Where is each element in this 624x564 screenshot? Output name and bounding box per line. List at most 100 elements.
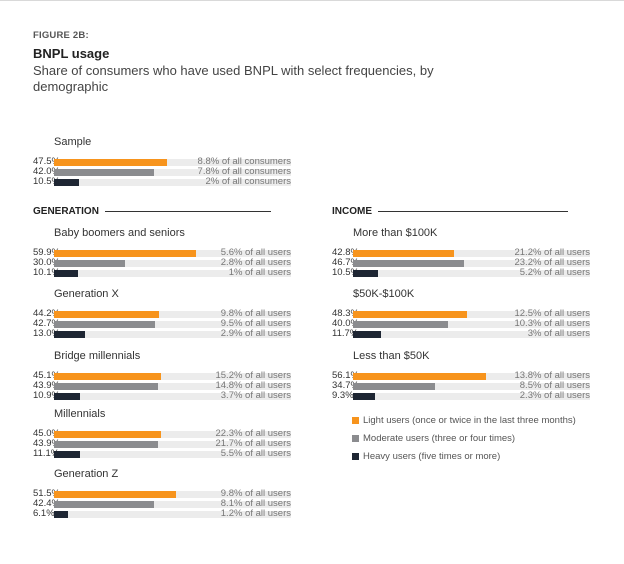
bar-track xyxy=(54,373,291,380)
bar-row-light: 51.5% 9.8% of all users xyxy=(33,489,305,499)
section-rule xyxy=(378,211,568,212)
share-note: 7.8% of all consumers xyxy=(197,166,291,177)
bar-heavy xyxy=(353,270,378,277)
bar-track xyxy=(54,311,291,318)
share-note: 23.2% of all users xyxy=(514,257,590,268)
bar-row-moderate: 46.7% 23.2% of all users xyxy=(332,258,604,268)
bar-track xyxy=(54,383,291,390)
share-note: 13.8% of all users xyxy=(514,370,590,381)
bar-row-heavy: 10.5% 2% of all consumers xyxy=(33,177,305,187)
bar-heavy xyxy=(54,179,79,186)
bar-row-heavy: 13.0% 2.9% of all users xyxy=(33,329,305,339)
group-title: Generation Z xyxy=(54,468,119,480)
legend-item-moderate: Moderate users (three or four times) xyxy=(352,430,576,446)
bar-track xyxy=(54,250,291,257)
share-note: 9.5% of all users xyxy=(220,318,291,329)
share-note: 8.8% of all consumers xyxy=(197,156,291,167)
bar-moderate xyxy=(54,441,159,448)
value-label: 9.3% xyxy=(332,390,354,401)
value-label: 6.1% xyxy=(33,508,55,519)
value-label: 40.0% xyxy=(332,318,359,329)
value-label: 42.8% xyxy=(332,247,359,258)
bar-group: Sample 47.5% 8.8% of all consumers 42.0% 7.8… xyxy=(33,136,305,194)
bar-track xyxy=(54,270,291,277)
share-note: 10.3% of all users xyxy=(514,318,590,329)
value-label: 45.0% xyxy=(33,428,60,439)
group-title: $50K-$100K xyxy=(353,288,415,300)
share-note: 8.5% of all users xyxy=(519,380,590,391)
value-label: 10.9% xyxy=(33,390,60,401)
share-note: 2.9% of all users xyxy=(220,328,291,339)
value-label: 46.7% xyxy=(332,257,359,268)
legend-item-heavy: Heavy users (five times or more) xyxy=(352,448,576,464)
bar-track xyxy=(54,321,291,328)
group-title: Bridge millennials xyxy=(54,350,141,362)
bar-moderate xyxy=(54,501,155,508)
bar-group: Generation Z 51.5% 9.8% of all users 42.4% 8… xyxy=(33,468,305,526)
bar-row-light: 56.1% 13.8% of all users xyxy=(332,371,604,381)
bar-row-light: 45.0% 22.3% of all users xyxy=(33,429,305,439)
value-label: 11.1% xyxy=(33,448,60,459)
share-note: 1.2% of all users xyxy=(220,508,291,519)
bar-row-heavy: 11.1% 5.5% of all users xyxy=(33,449,305,459)
bar-track xyxy=(54,331,291,338)
bar-heavy xyxy=(353,331,381,338)
bar-track xyxy=(54,169,291,176)
section-label-generation: GENERATION xyxy=(33,206,99,217)
bar-row-light: 59.9% 5.6% of all users xyxy=(33,248,305,258)
value-label: 10.5% xyxy=(33,176,60,187)
value-label: 42.7% xyxy=(33,318,60,329)
value-label: 47.5% xyxy=(33,156,60,167)
value-label: 44.2% xyxy=(33,308,60,319)
share-note: 2% of all consumers xyxy=(205,176,291,187)
bar-track xyxy=(54,431,291,438)
section-header-income: INCOME xyxy=(332,206,568,217)
bar-group: Less than $50K 56.1% 13.8% of all users 34.… xyxy=(332,350,604,408)
group-title: Millennials xyxy=(54,408,106,420)
bar-light xyxy=(353,250,455,257)
bar-track xyxy=(353,321,590,328)
share-note: 9.8% of all users xyxy=(220,488,291,499)
chart-subtitle: Share of consumers who have used BNPL wi… xyxy=(33,63,434,94)
bar-moderate xyxy=(353,260,464,267)
bar-track xyxy=(54,491,291,498)
legend-swatch-light xyxy=(352,416,359,424)
bar-group: Baby boomers and seniors 59.9% 5.6% of all… xyxy=(33,227,305,285)
bar-track xyxy=(353,260,590,267)
legend-label-moderate: Moderate users (three or four times) xyxy=(363,432,516,444)
bar-track xyxy=(54,179,291,186)
bar-track xyxy=(353,383,590,390)
legend-swatch-heavy xyxy=(352,452,359,460)
share-note: 14.8% of all users xyxy=(215,380,291,391)
bar-heavy xyxy=(54,511,69,518)
legend-swatch-moderate xyxy=(352,434,359,442)
share-note: 1% of all users xyxy=(228,267,291,278)
group-title: Generation X xyxy=(54,288,119,300)
bar-row-heavy: 10.9% 3.7% of all users xyxy=(33,391,305,401)
bar-row-light: 47.5% 8.8% of all consumers xyxy=(33,157,305,167)
share-note: 22.3% of all users xyxy=(215,428,291,439)
bar-row-light: 48.3% 12.5% of all users xyxy=(332,309,604,319)
value-label: 43.9% xyxy=(33,438,60,449)
value-label: 48.3% xyxy=(332,308,359,319)
share-note: 21.2% of all users xyxy=(514,247,590,258)
share-note: 2.3% of all users xyxy=(519,390,590,401)
legend-label-heavy: Heavy users (five times or more) xyxy=(363,450,501,462)
bar-light xyxy=(54,373,161,380)
bar-moderate xyxy=(54,383,159,390)
bar-track xyxy=(54,441,291,448)
bar-light xyxy=(54,431,161,438)
bar-heavy xyxy=(353,393,376,400)
legend-label-light: Light users (once or twice in the last t… xyxy=(363,414,576,426)
bar-row-moderate: 42.0% 7.8% of all consumers xyxy=(33,167,305,177)
share-note: 5.2% of all users xyxy=(519,267,590,278)
section-label-income: INCOME xyxy=(332,206,372,217)
bar-row-moderate: 42.4% 8.1% of all users xyxy=(33,499,305,509)
bar-heavy xyxy=(54,331,85,338)
bar-row-moderate: 34.7% 8.5% of all users xyxy=(332,381,604,391)
bar-track xyxy=(54,260,291,267)
value-label: 10.5% xyxy=(332,267,359,278)
value-label: 10.1% xyxy=(33,267,60,278)
value-label: 43.9% xyxy=(33,380,60,391)
bar-heavy xyxy=(54,270,78,277)
